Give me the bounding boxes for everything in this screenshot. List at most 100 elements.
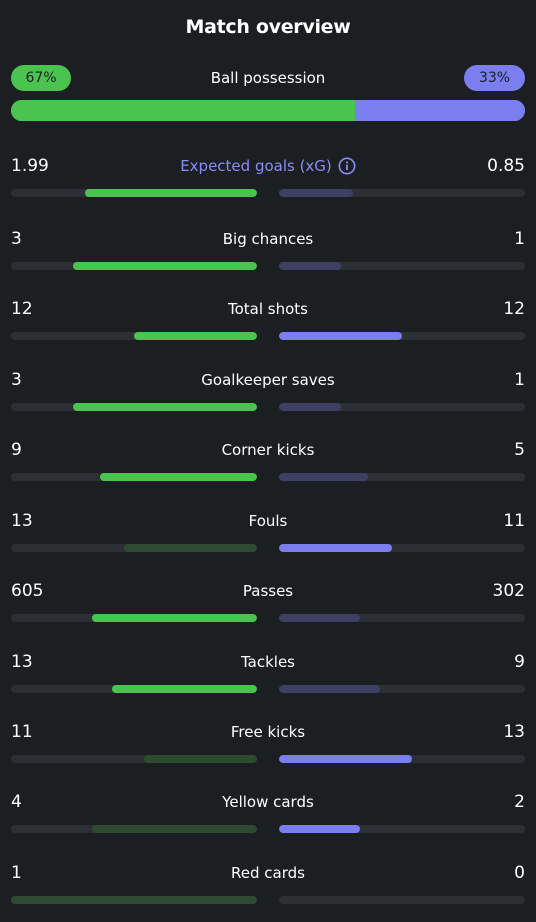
stat-label-text: Expected goals (xG) [180, 157, 332, 175]
ball-possession-label: Ball possession [210, 69, 326, 87]
away-possession-badge: 33% [464, 65, 525, 91]
home-value: 4 [11, 792, 22, 812]
home-bar-track [11, 755, 257, 763]
home-value: 1 [11, 863, 22, 883]
away-bar-fill [279, 685, 380, 693]
away-bar-fill [279, 755, 412, 763]
stat-label[interactable]: Expected goals (xG) [11, 155, 525, 177]
away-bar-track [279, 825, 525, 833]
stat-row: 4 Yellow cards 2 [11, 791, 525, 835]
away-bar-track [279, 473, 525, 481]
stat-label: Yellow cards [11, 791, 525, 813]
away-bar-fill [279, 473, 368, 481]
home-bar-track [11, 189, 257, 197]
home-bar-fill [99, 473, 257, 481]
away-bar-track [279, 403, 525, 411]
home-bar-fill [84, 189, 257, 197]
away-value: 0 [514, 863, 525, 883]
stat-row: 13 Tackles 9 [11, 651, 525, 695]
away-value: 9 [514, 652, 525, 672]
away-bar-track [279, 896, 525, 904]
home-value: 1.99 [11, 156, 49, 176]
stat-label: Big chances [11, 228, 525, 250]
ball-possession-row: 67% Ball possession 33% [11, 65, 525, 91]
home-value: 9 [11, 440, 22, 460]
home-bar-track [11, 262, 257, 270]
stat-label-text: Free kicks [230, 723, 306, 741]
stat-row: 13 Fouls 11 [11, 510, 525, 554]
info-icon[interactable] [338, 157, 356, 175]
away-value: 0.85 [487, 156, 525, 176]
away-value: 1 [514, 229, 525, 249]
away-bar-fill [279, 825, 361, 833]
away-bar-track [279, 189, 525, 197]
away-bar-track [279, 332, 525, 340]
home-bar-fill [124, 544, 257, 552]
home-value: 605 [11, 581, 44, 601]
home-bar-fill [143, 755, 257, 763]
away-bar-fill [279, 262, 341, 270]
stat-row: 9 Corner kicks 5 [11, 439, 525, 483]
stat-label: Tackles [11, 651, 525, 673]
home-bar-fill [72, 262, 257, 270]
home-bar-track [11, 332, 257, 340]
away-bar-track [279, 685, 525, 693]
away-bar-track [279, 755, 525, 763]
home-bar-fill [72, 403, 257, 411]
stat-label-text: Red cards [231, 864, 305, 882]
away-bar-fill [279, 403, 341, 411]
stat-label: Passes [11, 580, 525, 602]
away-bar-fill [279, 544, 393, 552]
home-bar-fill [111, 685, 257, 693]
home-value: 11 [11, 722, 33, 742]
home-bar-track [11, 685, 257, 693]
away-bar-track [279, 262, 525, 270]
possession-bar-away [355, 100, 525, 121]
home-bar-track [11, 403, 257, 411]
home-bar-track [11, 544, 257, 552]
stat-label: Fouls [11, 510, 525, 532]
away-value: 12 [503, 299, 525, 319]
home-value: 3 [11, 370, 22, 390]
stat-label-text: Passes [242, 582, 294, 600]
home-bar-fill [11, 896, 257, 904]
away-value: 1 [514, 370, 525, 390]
stat-label-text: Big chances [222, 230, 314, 248]
possession-bar-home [11, 100, 356, 121]
home-bar-track [11, 473, 257, 481]
stat-row: 1 Red cards 0 [11, 862, 525, 906]
stat-row: 3 Goalkeeper saves 1 [11, 369, 525, 413]
home-possession-badge: 67% [11, 65, 71, 91]
home-value: 12 [11, 299, 33, 319]
stat-row[interactable]: 1.99 Expected goals (xG) 0.85 [11, 155, 525, 199]
stat-label-text: Yellow cards [222, 793, 314, 811]
away-bar-track [279, 614, 525, 622]
home-bar-fill [134, 332, 257, 340]
home-bar-track [11, 614, 257, 622]
away-bar-fill [279, 614, 361, 622]
stat-label-text: Corner kicks [221, 441, 315, 459]
home-value: 13 [11, 511, 33, 531]
stat-row: 605 Passes 302 [11, 580, 525, 624]
away-bar-fill [279, 332, 402, 340]
stat-label-text: Goalkeeper saves [201, 371, 335, 389]
stat-row: 3 Big chances 1 [11, 228, 525, 272]
home-value: 3 [11, 229, 22, 249]
stat-label-text: Tackles [240, 653, 296, 671]
away-value: 11 [503, 511, 525, 531]
stat-label: Corner kicks [11, 439, 525, 461]
away-value: 5 [514, 440, 525, 460]
home-bar-fill [92, 614, 257, 622]
page-title: Match overview [185, 16, 351, 38]
stat-label-text: Total shots [228, 300, 308, 318]
away-bar-fill [279, 189, 353, 197]
stat-label: Free kicks [11, 721, 525, 743]
stat-label: Red cards [11, 862, 525, 884]
stat-row: 12 Total shots 12 [11, 298, 525, 342]
stat-label: Total shots [11, 298, 525, 320]
possession-bar [11, 100, 525, 121]
away-value: 13 [503, 722, 525, 742]
stat-label-text: Fouls [248, 512, 288, 530]
home-bar-track [11, 825, 257, 833]
home-bar-track [11, 896, 257, 904]
